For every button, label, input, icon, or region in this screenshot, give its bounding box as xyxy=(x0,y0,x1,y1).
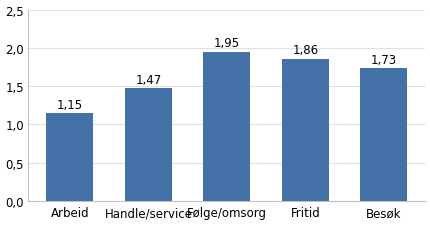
Bar xyxy=(46,113,93,201)
Text: 1,47: 1,47 xyxy=(135,74,161,87)
Text: 1,73: 1,73 xyxy=(370,54,396,67)
Bar xyxy=(203,52,250,201)
Bar xyxy=(359,69,406,201)
Text: 1,86: 1,86 xyxy=(292,44,318,57)
Text: 1,95: 1,95 xyxy=(213,37,240,50)
Text: 1,15: 1,15 xyxy=(57,98,83,111)
Bar xyxy=(125,89,172,201)
Bar xyxy=(281,59,328,201)
